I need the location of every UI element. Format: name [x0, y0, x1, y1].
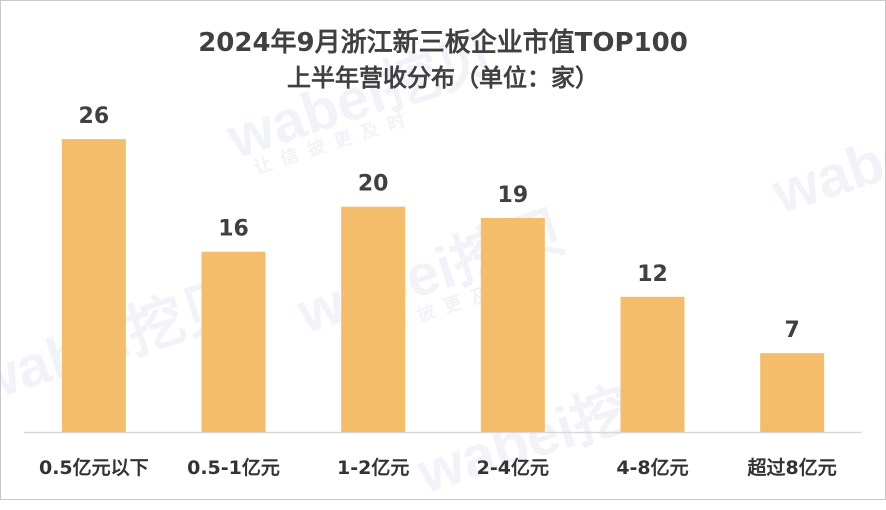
- bar: [341, 206, 406, 432]
- x-tick-label: 2-4亿元: [477, 456, 549, 479]
- x-tick-label: 4-8亿元: [616, 456, 688, 479]
- bar: [620, 296, 685, 432]
- bar: [201, 251, 266, 432]
- x-tick-label: 0.5-1亿元: [187, 456, 280, 479]
- chart-title: 2024年9月浙江新三板企业市值TOP100: [198, 28, 688, 58]
- data-label: 12: [637, 262, 668, 287]
- bar: [61, 139, 126, 433]
- x-tick-label: 0.5亿元以下: [39, 456, 149, 479]
- data-label: 26: [79, 104, 110, 129]
- bar: [480, 217, 545, 432]
- x-tick-label: 超过8亿元: [747, 456, 837, 479]
- data-label: 7: [785, 318, 800, 343]
- data-label: 16: [218, 217, 249, 242]
- data-label: 19: [498, 183, 529, 208]
- data-label: 20: [358, 172, 389, 197]
- bar: [760, 353, 825, 432]
- chart-subtitle: 上半年营收分布（单位：家）: [287, 64, 599, 92]
- x-tick-label: 1-2亿元: [337, 456, 409, 479]
